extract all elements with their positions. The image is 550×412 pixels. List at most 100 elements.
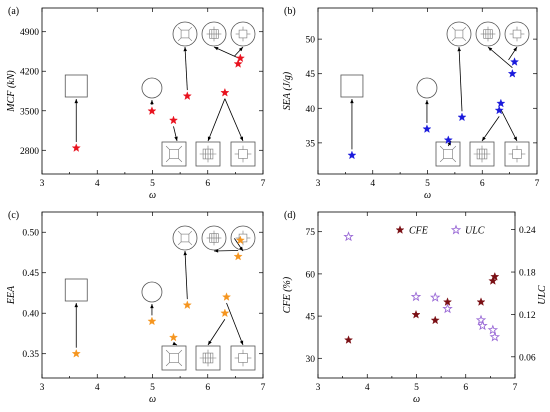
arrow-head — [208, 340, 212, 345]
rib-line-icon — [451, 26, 456, 31]
circle-pattern-section-icon — [172, 21, 198, 47]
arrow-head — [214, 249, 219, 253]
y-tick-label: 0.35 — [22, 350, 39, 360]
data-point-star — [442, 303, 453, 314]
rib-line-icon — [165, 158, 170, 163]
legend-marker-cfe — [395, 225, 405, 234]
square-section-icon — [64, 278, 88, 302]
circle-pattern-section-icon — [504, 21, 530, 47]
arrow-head — [513, 47, 517, 52]
data-point-star — [233, 251, 243, 261]
arrow-line — [500, 109, 518, 142]
data-point-star — [235, 235, 245, 245]
x-tick-label: 4 — [95, 383, 100, 393]
arrow-head — [457, 47, 461, 52]
x-tick-label: 3 — [40, 383, 45, 393]
x-axis-label: ω — [413, 394, 420, 405]
panel-c: 3 4 5 6 7 0.35 0.40 0.45 0.50 ω EEA (c) — [6, 210, 266, 405]
y-tick-label: 4900 — [20, 28, 39, 38]
arrow-head — [183, 251, 187, 256]
panel-label: (d) — [284, 210, 296, 221]
rib-line-icon — [178, 145, 183, 150]
data-point-star — [422, 124, 432, 133]
rib-line-icon — [165, 349, 170, 354]
arrow-head — [238, 47, 243, 52]
arrow-line — [213, 46, 239, 59]
data-point-star — [489, 331, 501, 342]
rib-line-icon — [188, 37, 193, 42]
rib-line-icon — [178, 362, 183, 367]
data-point-star — [71, 143, 81, 152]
data-point-star — [182, 300, 192, 309]
square-section-icon — [340, 74, 364, 98]
rib-line-icon — [178, 158, 183, 163]
data-point-star — [411, 309, 421, 319]
arrow-line — [458, 46, 463, 112]
arrow-line — [481, 116, 500, 142]
x-tick-label: 6 — [205, 383, 210, 393]
rib-line-icon — [462, 26, 467, 31]
y2-tick-label: 0.06 — [519, 353, 536, 363]
y2-tick-label: 0.18 — [519, 269, 536, 279]
rib-line-icon — [177, 241, 182, 246]
inner-square-icon — [443, 149, 453, 159]
data-point-star — [343, 231, 354, 242]
data-point-star — [476, 297, 486, 306]
square-pattern-section-icon — [504, 141, 530, 167]
x-tick-label: 4 — [370, 179, 375, 189]
circle-pattern-section-icon — [230, 225, 256, 251]
circle-section-icon — [141, 281, 163, 303]
arrow-head — [239, 136, 243, 141]
x-tick-label: 6 — [480, 179, 485, 189]
data-point-star — [410, 291, 422, 302]
panel-label: (b) — [284, 6, 296, 17]
arrow-line — [226, 302, 244, 346]
y-tick-label: 35 — [306, 139, 316, 149]
arrow-head — [207, 136, 212, 141]
panel-label: (a) — [8, 6, 19, 17]
data-point-star — [510, 57, 520, 66]
y2-tick-label: 0.12 — [519, 311, 536, 321]
data-point-star — [220, 87, 230, 97]
x-tick-label: 5 — [150, 179, 155, 189]
y-axis-label: EEA — [6, 285, 17, 305]
data-point-star — [221, 292, 232, 301]
data-point-star — [343, 335, 354, 344]
data-point-star — [443, 135, 453, 144]
rib-line-icon — [462, 37, 467, 42]
x-tick-label: 7 — [261, 383, 266, 393]
data-point-star — [496, 98, 506, 108]
data-point-star — [147, 316, 157, 326]
x-tick-label: 5 — [150, 383, 155, 393]
x-axis-label: ω — [424, 190, 431, 201]
data-point-star — [487, 324, 499, 335]
arrow-head — [488, 47, 493, 52]
arrow-head — [74, 99, 79, 104]
data-point-star — [488, 276, 498, 285]
y-tick-label: 30 — [306, 355, 316, 365]
data-point-star — [430, 315, 440, 325]
arrow-head — [482, 136, 486, 141]
square-pattern-section-icon — [230, 141, 256, 167]
y-tick-label: 75 — [306, 228, 316, 238]
y-axis-label: CFE (%) — [282, 276, 293, 313]
y-tick-label: 0.50 — [22, 229, 39, 239]
rib-line-icon — [178, 349, 183, 354]
circle-section-icon — [141, 77, 163, 99]
x-tick-label: 3 — [316, 179, 321, 189]
data-point-star — [475, 314, 487, 325]
rib-line-icon — [177, 230, 182, 235]
legend-label-cfe: CFE — [409, 226, 428, 237]
rib-line-icon — [165, 145, 170, 150]
rib-line-icon — [439, 145, 444, 150]
arrow-line — [184, 46, 188, 91]
panel-a: 3 4 5 6 7 2800 3500 4200 4900 ω MCF (kN) (a) — [6, 6, 266, 201]
inner-square-icon — [180, 29, 190, 39]
data-point-star — [347, 150, 357, 160]
data-point-star — [220, 308, 230, 318]
y-tick-label: 3500 — [20, 107, 39, 117]
arrow-head — [239, 340, 244, 345]
arrow-head — [172, 341, 177, 345]
